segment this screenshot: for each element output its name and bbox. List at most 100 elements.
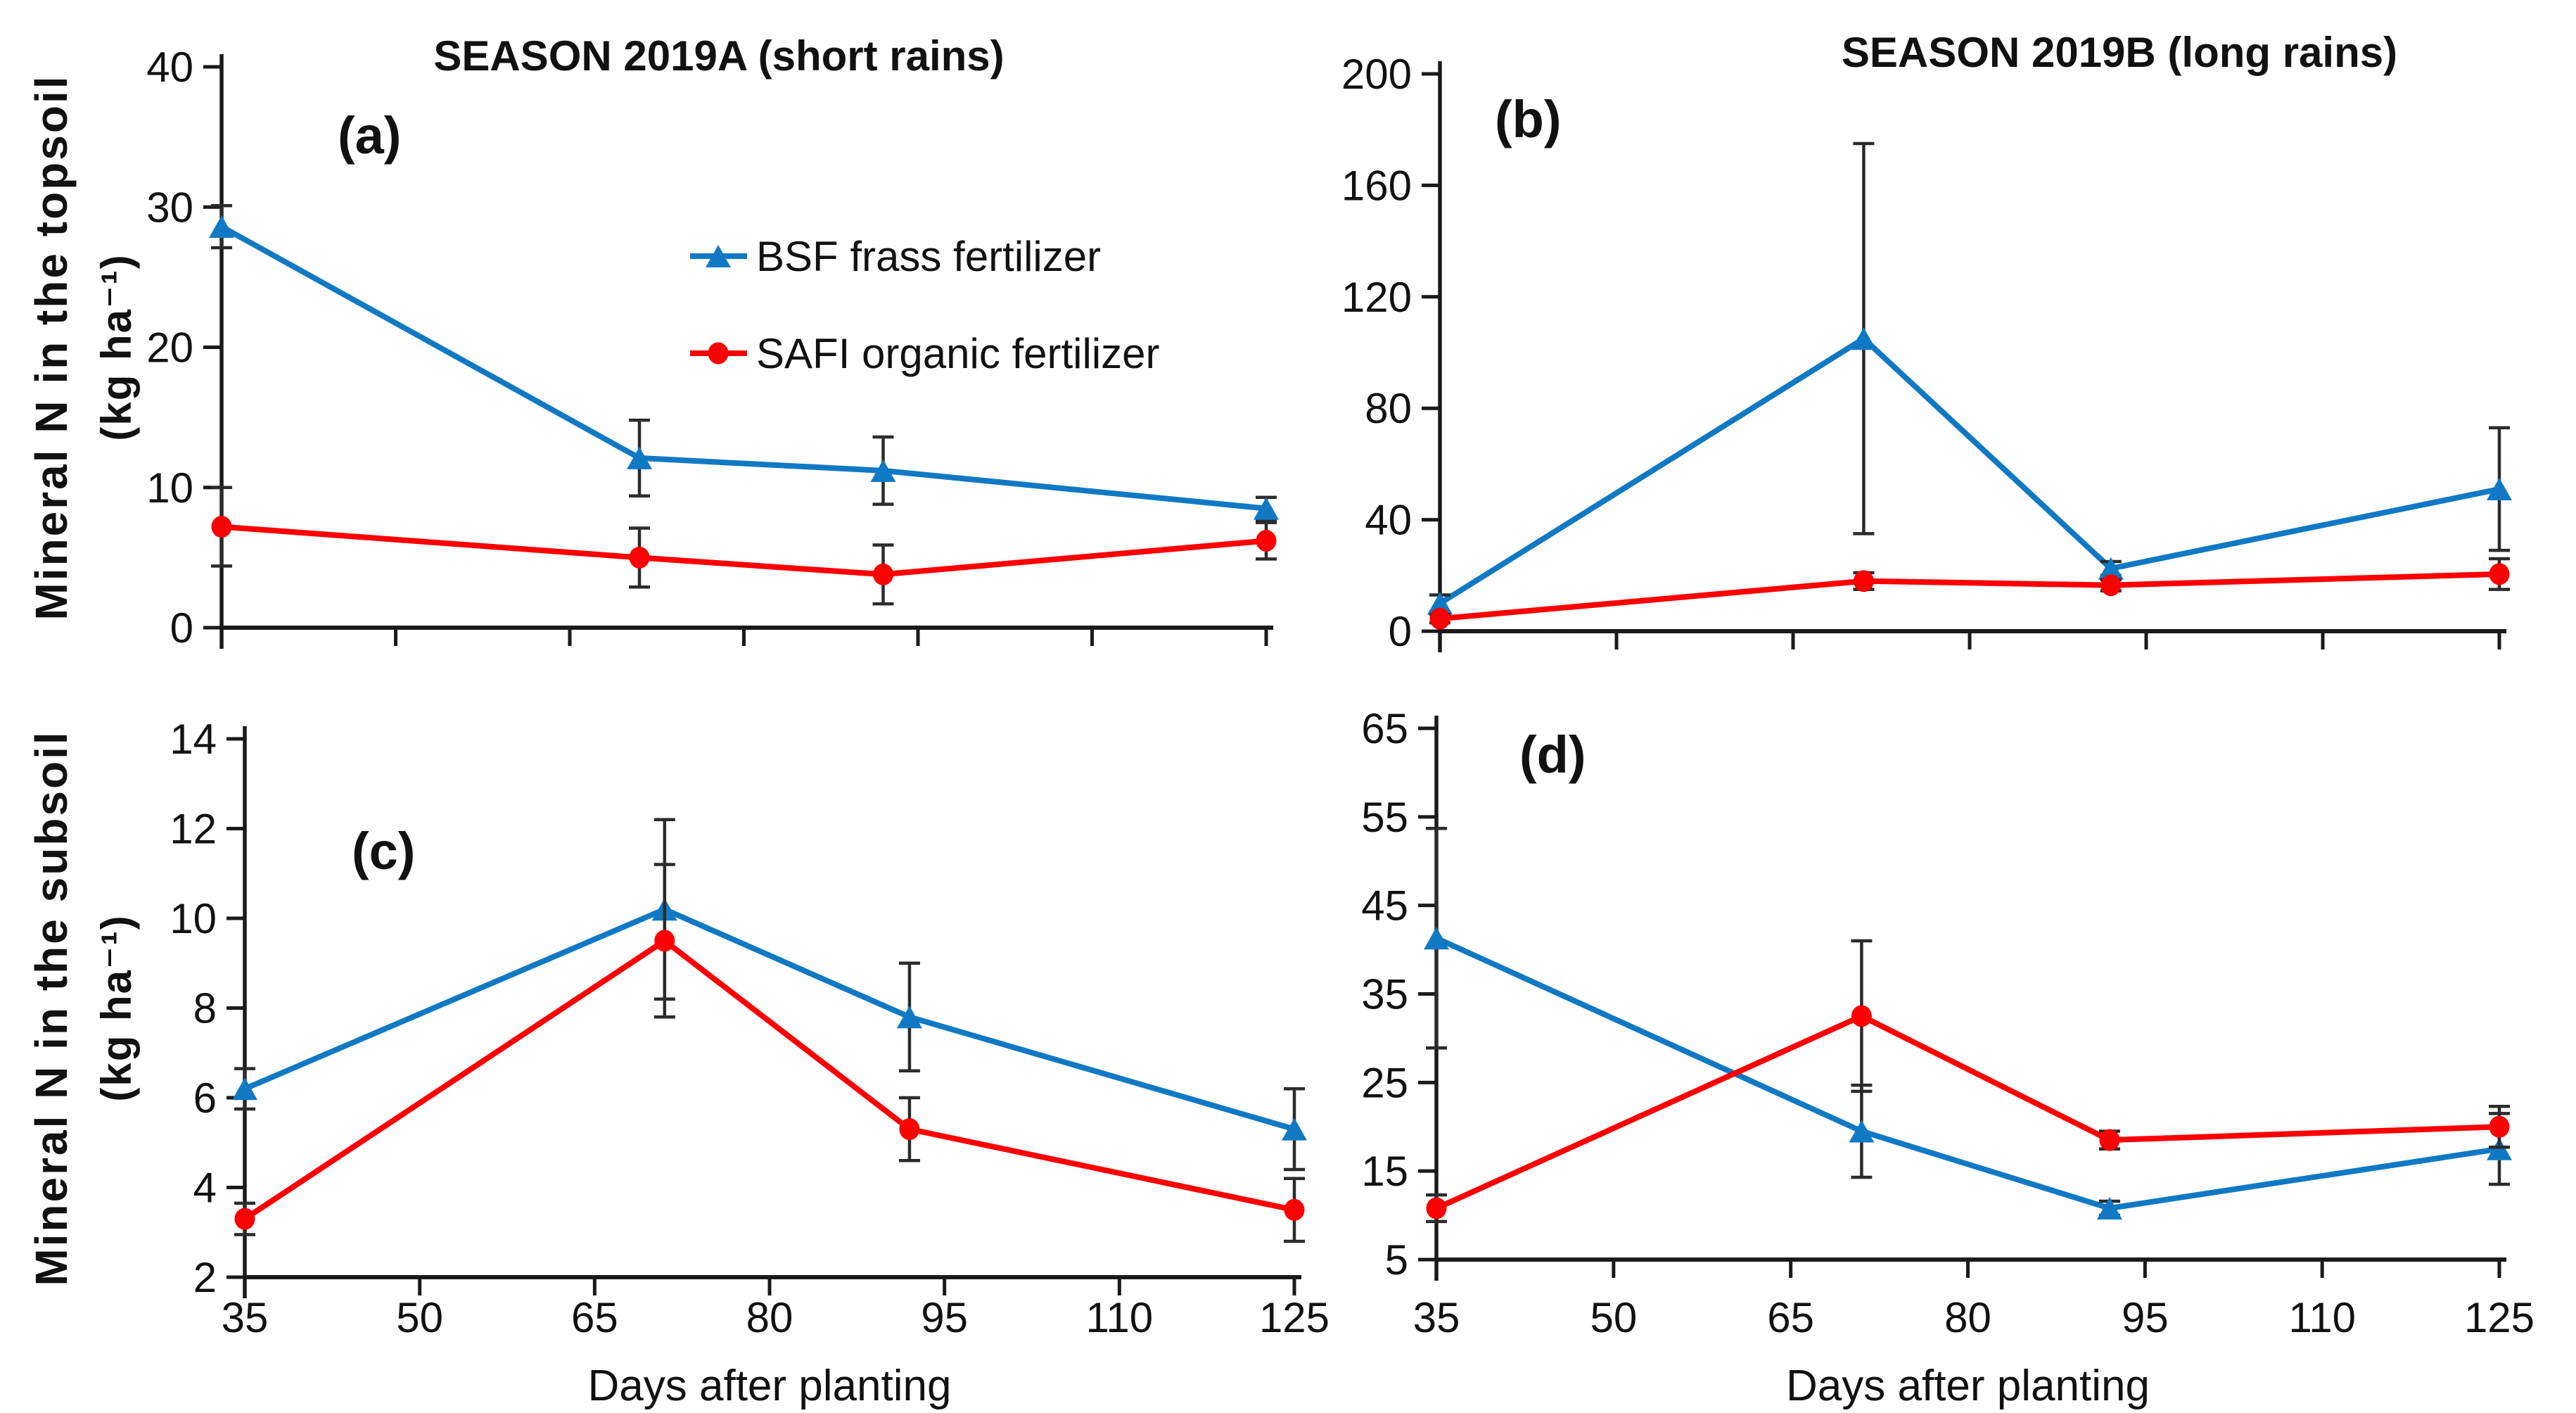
y-axis-unit: (kg ha⁻¹) [93,253,140,441]
marker-triangle-icon [1282,1117,1307,1141]
marker-triangle-icon [627,446,652,469]
marker-circle-icon [2489,563,2510,585]
legend-item: SAFI organic fertilizer [690,330,1160,377]
series-line-bsf-frass-fertilizer [1438,336,2500,606]
legend-triangle-icon [706,245,731,267]
marker-circle-icon [654,930,675,952]
marker-circle-icon [899,1118,920,1141]
x-tick-label: 110 [2288,1294,2356,1341]
panel-letter: (b) [1495,90,1562,148]
series-line-bsf-frass-fertilizer [243,906,1296,1132]
panel-a: 0 10 20 30 40 SEASON 2019A (short rains) (a) Mi… [26,32,1279,652]
panel-letter: (c) [352,822,415,880]
y-tick-label: 25 [1361,1059,1408,1106]
y-tick-label: 65 [1361,705,1408,752]
series-line-bsf-frass-fertilizer [220,224,1267,512]
marker-circle-icon [234,1208,255,1230]
y-tick-label: 35 [1361,971,1408,1018]
marker-triangle-icon [209,215,234,239]
y-tick-label: 160 [1341,162,1412,209]
marker-triangle-icon [1424,927,1449,950]
series-line-safi-organic-fertilizer [221,524,1267,578]
y-tick-label: 0 [170,604,193,652]
series-line-safi-organic-fertilizer [1439,571,2500,622]
legend: BSF frass fertilizer SAFI organic fertili… [690,233,1160,377]
marker-triangle-icon [2487,478,2512,501]
x-axis-title: Days after planting [588,1362,952,1409]
marker-triangle-icon [2487,1137,2512,1160]
marker-triangle-icon [2098,557,2124,580]
marker-triangle-icon [1254,497,1279,520]
series-line-safi-organic-fertilizer [1435,1013,2500,1211]
y-tick-label: 10 [146,464,193,512]
marker-circle-icon [2100,574,2122,597]
y-tick-label: 5 [1385,1236,1408,1284]
x-tick-label: 50 [396,1294,443,1341]
marker-circle-icon [2489,1115,2510,1138]
y-tick-label: 15 [1361,1148,1408,1195]
x-axis-title: Days after planting [1786,1362,2150,1409]
marker-circle-icon [1853,570,1874,593]
marker-circle-icon [873,563,893,585]
y-tick-label: 10 [170,895,217,942]
marker-triangle-icon [2096,1197,2122,1220]
x-tick-label: 50 [1590,1294,1637,1341]
marker-triangle-icon [896,1006,922,1029]
marker-circle-icon [1256,529,1277,552]
x-tick-label: 95 [921,1294,968,1341]
series-line-bsf-frass-fertilizer [1435,935,2500,1212]
y-tick-label: 2 [193,1254,217,1301]
y-tick-label: 40 [1365,497,1412,544]
marker-circle-icon [1284,1198,1305,1221]
y-tick-label: 8 [193,985,217,1032]
y-tick-label: 14 [170,716,217,763]
series-line-safi-organic-fertilizer [243,937,1295,1222]
marker-triangle-icon [870,459,896,482]
y-tick-label: 200 [1341,51,1412,98]
panel-b: 0 40 80 120 160 200 SEASON 2019B (long rains) (… [1341,29,2512,655]
x-tick-label: 95 [2122,1294,2169,1341]
y-tick-label: 12 [170,806,217,853]
marker-circle-icon [629,546,650,569]
x-tick-label: 65 [571,1294,618,1341]
panel-title: SEASON 2019B (long rains) [1842,29,2397,76]
x-tick-label: 80 [746,1294,793,1341]
y-tick-label: 120 [1341,274,1412,321]
panel-d: 5 15 25 35 45 55 65 35 50 65 80 95 110 125 Days after … [1361,705,2534,1410]
marker-circle-icon [1426,1197,1447,1219]
x-tick-label: 65 [1767,1294,1814,1341]
x-tick-label: 35 [222,1294,269,1341]
legend-label: BSF frass fertilizer [756,233,1101,280]
x-tick-label: 35 [1413,1294,1460,1341]
legend-item: BSF frass fertilizer [690,233,1101,280]
y-tick-label: 45 [1361,882,1408,930]
y-axis-title: Mineral N in the topsoil [26,74,77,620]
x-tick-label: 110 [1086,1294,1154,1341]
marker-triangle-icon [232,1077,257,1101]
marker-circle-icon [1851,1005,1872,1027]
x-tick-label: 125 [1259,1294,1330,1341]
y-tick-label: 80 [1365,385,1412,432]
marker-triangle-icon [1851,327,1877,350]
legend-label: SAFI organic fertilizer [756,330,1160,377]
y-tick-label: 30 [146,184,193,231]
y-tick-label: 6 [193,1075,217,1122]
y-tick-label: 40 [146,44,193,91]
y-tick-label: 55 [1361,794,1408,841]
y-axis-title: Mineral N in the subsoil [26,730,77,1286]
marker-circle-icon [211,516,232,538]
y-tick-label: 0 [1389,608,1412,655]
y-tick-label: 4 [193,1165,217,1212]
panel-letter: (d) [1519,725,1586,784]
marker-circle-icon [1429,607,1450,630]
marker-circle-icon [2099,1129,2120,1151]
y-axis-unit: (kg ha⁻¹) [93,914,140,1101]
marker-triangle-icon [1849,1120,1875,1143]
marker-triangle-icon [1427,592,1453,615]
panel-c: 2 4 6 8 10 12 14 35 50 65 80 95 110 125 Days after pla… [26,716,1330,1410]
legend-circle-icon [708,342,729,365]
x-tick-label: 80 [1944,1294,1991,1341]
y-tick-label: 20 [146,324,193,372]
